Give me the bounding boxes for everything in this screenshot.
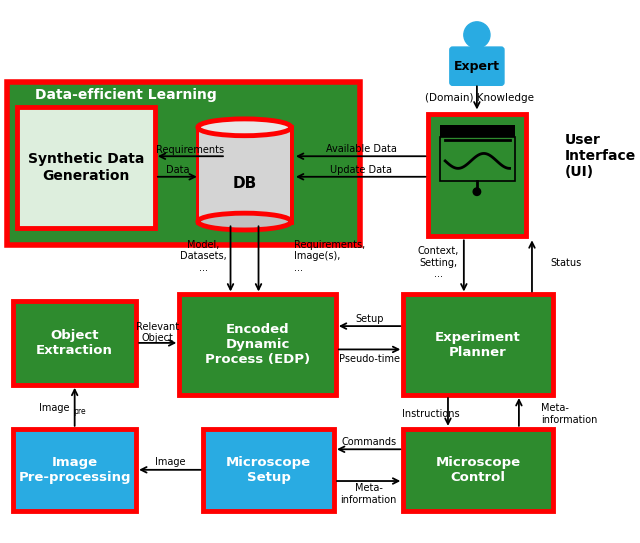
Bar [440,125,515,137]
Text: Status: Status [550,257,582,268]
FancyBboxPatch shape [450,47,504,85]
Ellipse shape [198,119,291,136]
Bar [13,301,136,385]
Text: Microscope
Control: Microscope Control [435,456,520,484]
Text: Data-efficient Learning: Data-efficient Learning [35,87,217,102]
Ellipse shape [198,213,291,230]
Text: Image
Pre-processing: Image Pre-processing [19,456,131,484]
Text: Instructions: Instructions [403,409,460,419]
Text: DB: DB [232,176,257,191]
Text: User
Interface
(UI): User Interface (UI) [564,133,636,179]
Text: Meta-
information: Meta- information [541,403,598,425]
Bar [198,127,291,222]
Circle shape [473,188,481,195]
Text: Update Data: Update Data [330,165,392,175]
Text: Commands: Commands [341,437,396,447]
Text: Experiment
Planner: Experiment Planner [435,331,521,359]
Bar [440,137,515,180]
Bar [204,429,334,511]
Bar [428,114,526,236]
Bar [403,429,552,511]
Bar [8,81,360,245]
Text: Data: Data [166,165,189,175]
Text: Pseudo-time: Pseudo-time [339,353,400,364]
Bar [17,107,155,228]
Text: Context,
Setting,
...: Context, Setting, ... [418,246,460,279]
Text: Synthetic Data
Generation: Synthetic Data Generation [28,153,144,182]
Text: Model,
Datasets,
...: Model, Datasets, ... [180,239,227,273]
Text: Requirements: Requirements [156,144,225,155]
Text: Relevant
Object: Relevant Object [136,322,179,343]
Text: pre: pre [73,407,85,415]
Text: Encoded
Dynamic
Process (EDP): Encoded Dynamic Process (EDP) [205,323,310,367]
Text: Meta-
information: Meta- information [340,483,397,505]
Bar [403,294,552,395]
Circle shape [464,22,490,48]
Text: Object
Extraction: Object Extraction [36,329,113,357]
Text: Available Data: Available Data [326,144,397,154]
Bar [13,429,136,511]
Text: Microscope
Setup: Microscope Setup [226,456,311,484]
Text: Image: Image [155,457,185,468]
Text: Setup: Setup [355,314,384,324]
Bar [179,294,336,395]
Text: Expert: Expert [454,60,500,73]
Polygon shape [451,50,503,81]
Text: Requirements,
Image(s),
...: Requirements, Image(s), ... [294,239,365,273]
Bar [199,127,291,220]
Text: (Domain) Knowledge: (Domain) Knowledge [425,93,534,103]
Text: Image: Image [39,403,69,413]
